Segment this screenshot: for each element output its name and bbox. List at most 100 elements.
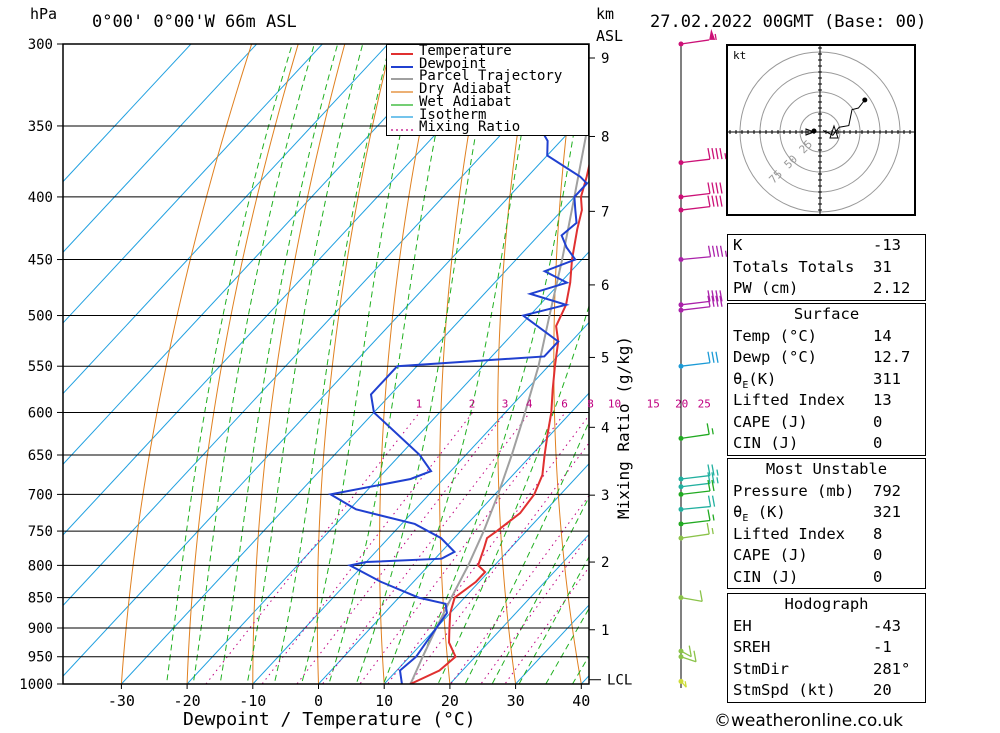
legend-item-dry-adiabat: Dry Adiabat — [419, 81, 512, 98]
wind-barb-staff — [680, 656, 697, 663]
isotherm-line — [63, 44, 192, 183]
wind-barb-staff — [680, 256, 711, 261]
index-row-totals: Totals Totals 31 — [733, 257, 892, 276]
most-unstable-title: Most Unstable — [765, 460, 888, 478]
wind-barb-flag — [719, 245, 724, 257]
wind-barb-staff — [680, 300, 711, 306]
mixing-ratio-label: 3 — [502, 397, 509, 410]
wind-barb — [678, 423, 714, 441]
copyright-footer[interactable]: ©weatheronline.co.uk — [714, 711, 904, 731]
wind-barb-halfflag — [724, 250, 728, 257]
wind-barb — [678, 28, 717, 47]
hodograph-unit: kt — [733, 49, 746, 62]
index-row-pw: PW (cm) 2.12 — [733, 279, 911, 297]
wind-barb-flag — [715, 195, 719, 207]
y-tick-label: 950 — [28, 650, 53, 666]
mixing-ratio-label: 8 — [587, 397, 594, 410]
mixing-ratio-label: 2 — [469, 397, 476, 410]
y-tick-label: 700 — [28, 487, 53, 503]
mixing-ratio-line — [480, 534, 589, 684]
wind-barb-flag — [719, 295, 723, 307]
mixing-ratio-line — [261, 412, 474, 684]
wind-barb-staff — [680, 474, 711, 480]
hodograph-table-title: Hodograph — [784, 595, 869, 613]
wind-barb-flag — [707, 495, 712, 507]
wind-barb-halfflag — [684, 681, 687, 688]
mixing-ratio-line — [359, 412, 566, 684]
x-tick-label: -30 — [108, 692, 135, 710]
x-tick-label: -20 — [174, 692, 201, 710]
parcel-trajectory — [409, 112, 589, 684]
wind-barb-flag — [719, 290, 723, 302]
mixing-ratio-label: 6 — [561, 397, 568, 410]
wind-barb-flag — [707, 351, 711, 363]
wind-barb — [678, 351, 719, 369]
y-tick-label: 300 — [28, 37, 53, 53]
mixing-ratio-line — [408, 442, 589, 684]
mixing-ratio-line — [386, 414, 589, 684]
x-tick-label: 40 — [572, 692, 590, 710]
wind-barb — [678, 148, 727, 166]
wind-barb-pennant — [709, 28, 716, 40]
wind-barb — [678, 245, 728, 263]
y-tick-label: 550 — [28, 359, 53, 375]
km-unit-label: km — [596, 5, 615, 23]
mixing-ratio-line — [504, 566, 589, 684]
wind-barb-staff — [680, 519, 711, 525]
hodograph-ring-label: 25 — [797, 138, 816, 157]
wind-barb-flag — [711, 195, 715, 207]
wind-barb — [678, 195, 723, 213]
mixing-ratio-axis-label: Mixing Ratio (g/kg) — [614, 335, 634, 520]
x-tick-label: 0 — [314, 692, 323, 710]
wind-barb-staff — [680, 650, 692, 658]
hpa-unit-label: hPa — [30, 5, 58, 23]
surface-table: Surface Temp (°C) 14 Dewp (°C) 12.7 θE(K) 3… — [727, 303, 926, 456]
wind-barb-flag — [707, 479, 711, 492]
km-tick-label: 9 — [601, 51, 609, 67]
legend-item-mixing-ratio: Mixing Ratio — [419, 119, 521, 136]
storm-motion-marker — [805, 128, 816, 136]
most-unstable-table: Most Unstable Pressure (mb) 792 θE (K) 321… — [727, 458, 926, 589]
wind-barb-staff — [680, 490, 711, 496]
mixing-ratio-label: 10 — [608, 397, 621, 410]
y-tick-label: 600 — [28, 405, 53, 421]
wind-barb-flag — [688, 645, 692, 657]
wind-barb-flag — [707, 464, 711, 476]
wind-barb-flag — [711, 182, 715, 194]
wind-barb-staff — [680, 680, 687, 688]
hodograph-ring-label: 75 — [767, 168, 786, 187]
location-label: 0°00' 0°00'W 66m ASL — [92, 12, 297, 32]
dry-adiabat-line — [661, 7, 719, 710]
wet-adiabat-line — [301, 44, 421, 684]
legend-item-dewpoint: Dewpoint — [419, 55, 487, 72]
wind-barb-flag — [711, 464, 715, 476]
y-tick-label: 400 — [28, 190, 53, 206]
legend-item-wet-adiabat: Wet Adiabat — [419, 93, 512, 110]
wind-barb-staff — [680, 362, 711, 367]
mixing-ratio-label: 25 — [698, 397, 711, 410]
legend-item-parcel: Parcel Trajectory — [419, 68, 563, 85]
isotherm-line — [383, 463, 589, 684]
isotherm-line — [317, 392, 589, 684]
wind-barb — [678, 590, 703, 603]
wind-barb-staff — [680, 39, 710, 45]
km-tick-label: 6 — [601, 278, 609, 294]
index-row-k: K -13 — [733, 236, 901, 254]
wind-barb-flag — [711, 290, 715, 302]
wind-barb-flag — [711, 245, 716, 257]
x-tick-label: 20 — [441, 692, 459, 710]
wind-barb — [678, 650, 697, 663]
hodograph-endpoint — [862, 97, 868, 103]
wet-adiabat-line — [437, 304, 589, 684]
isotherm-line — [120, 180, 589, 684]
wind-barb-flag — [715, 295, 719, 307]
wind-barb-staff — [680, 482, 711, 488]
surface-title: Surface — [793, 305, 860, 323]
dry-adiabat-line — [316, 44, 392, 684]
y-tick-label: 350 — [28, 119, 53, 135]
isotherm-line — [63, 109, 589, 677]
dry-adiabat-line — [186, 44, 299, 684]
wet-adiabat-line — [328, 44, 455, 684]
km-tick-label: 1 — [601, 623, 609, 639]
wind-barb-flag — [707, 295, 711, 307]
